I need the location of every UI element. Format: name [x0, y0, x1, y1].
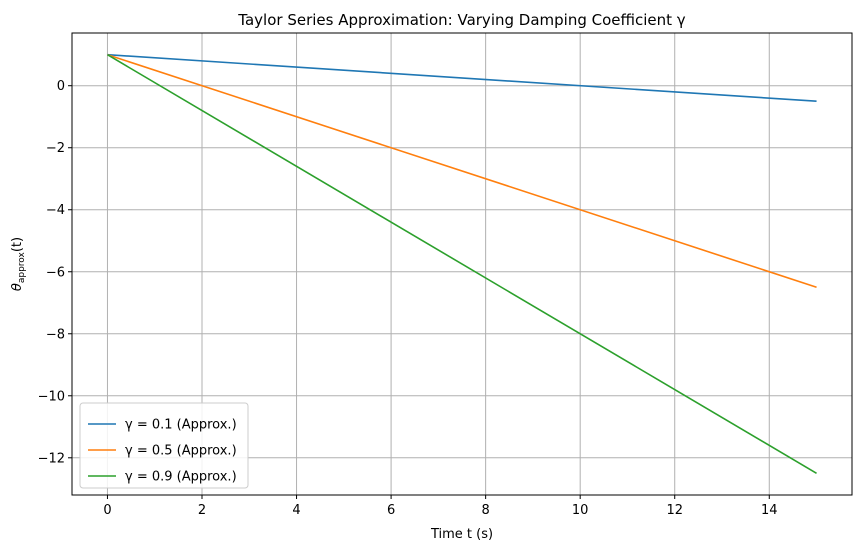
x-axis-label: Time t (s): [430, 527, 493, 542]
x-tick-label: 8: [481, 503, 489, 518]
x-tick-label: 6: [387, 503, 395, 518]
series-lines: [107, 53, 817, 474]
x-tick-label: 4: [292, 503, 300, 518]
legend-box: [79, 402, 249, 489]
x-tick-label: 2: [198, 503, 206, 518]
y-tick-label: −10: [38, 389, 65, 404]
x-tick-label: 10: [572, 503, 589, 518]
axis-ticks: 0 2 4 6 8 10 12 14 0 −2 −4 −6 −8 −10 −12: [38, 79, 778, 518]
y-tick-label: 0: [57, 79, 65, 94]
legend-label: γ = 0.1 (Approx.): [125, 418, 237, 433]
x-tick-label: 14: [761, 503, 778, 518]
legend-label: γ = 0.9 (Approx.): [125, 470, 237, 485]
legend-label: γ = 0.5 (Approx.): [125, 444, 237, 459]
series-line: [107, 53, 817, 289]
y-tick-label: −2: [46, 141, 65, 156]
x-tick-label: 12: [666, 503, 683, 518]
plot-frame: [71, 32, 853, 496]
chart-title: Taylor Series Approximation: Varying Dam…: [237, 11, 686, 29]
series-line: [107, 53, 817, 103]
y-tick-label: −8: [46, 327, 65, 342]
x-tick-label: 0: [103, 503, 111, 518]
y-tick-label: −6: [46, 265, 65, 280]
y-tick-label: −4: [46, 203, 65, 218]
y-axis-label: θapprox(t): [10, 237, 27, 291]
y-tick-label: −12: [38, 451, 65, 466]
legend: γ = 0.1 (Approx.) γ = 0.5 (Approx.) γ = 0.…: [79, 402, 249, 489]
grid: [72, 33, 852, 495]
series-line: [107, 54, 817, 474]
